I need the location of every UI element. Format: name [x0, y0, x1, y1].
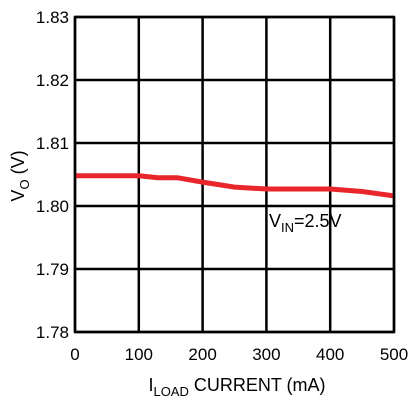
- x-tick-label: 300: [252, 345, 280, 364]
- y-tick-label: 1.82: [36, 71, 69, 90]
- y-tick-labels: 1.78 1.79 1.80 1.81 1.82 1.83: [36, 8, 69, 342]
- x-axis-title-sub: LOAD: [153, 384, 188, 399]
- x-tick-label: 400: [316, 345, 344, 364]
- x-tick-label: 200: [188, 345, 216, 364]
- x-axis-title-main: I: [148, 375, 153, 395]
- x-tick-label: 500: [380, 345, 408, 364]
- y-axis-title-main: V: [8, 190, 28, 202]
- x-tick-label: 100: [125, 345, 153, 364]
- annotation-main: V: [269, 211, 281, 231]
- annotation-vin: VIN=2.5V: [269, 211, 342, 235]
- series-layer: [75, 173, 395, 199]
- x-axis-title: ILOAD CURRENT (mA): [148, 375, 325, 399]
- x-tick-labels: 0 100 200 300 400 500: [70, 345, 408, 364]
- annotation-sub: IN: [281, 220, 294, 235]
- x-tick-label: 0: [70, 345, 79, 364]
- x-axis-title-rest: CURRENT (mA): [189, 375, 326, 395]
- y-axis-title-sub: O: [17, 179, 32, 189]
- series-line-0: [75, 173, 395, 199]
- y-tick-label: 1.80: [36, 197, 69, 216]
- plot-frame: [73, 15, 396, 334]
- y-tick-label: 1.81: [36, 134, 69, 153]
- y-tick-label: 1.78: [36, 323, 69, 342]
- y-axis-title: VO (V): [8, 150, 32, 201]
- y-tick-label: 1.83: [36, 8, 69, 27]
- y-axis-title-rest: (V): [8, 150, 28, 179]
- y-tick-label: 1.79: [36, 260, 69, 279]
- annotation-rest: =2.5V: [294, 211, 342, 231]
